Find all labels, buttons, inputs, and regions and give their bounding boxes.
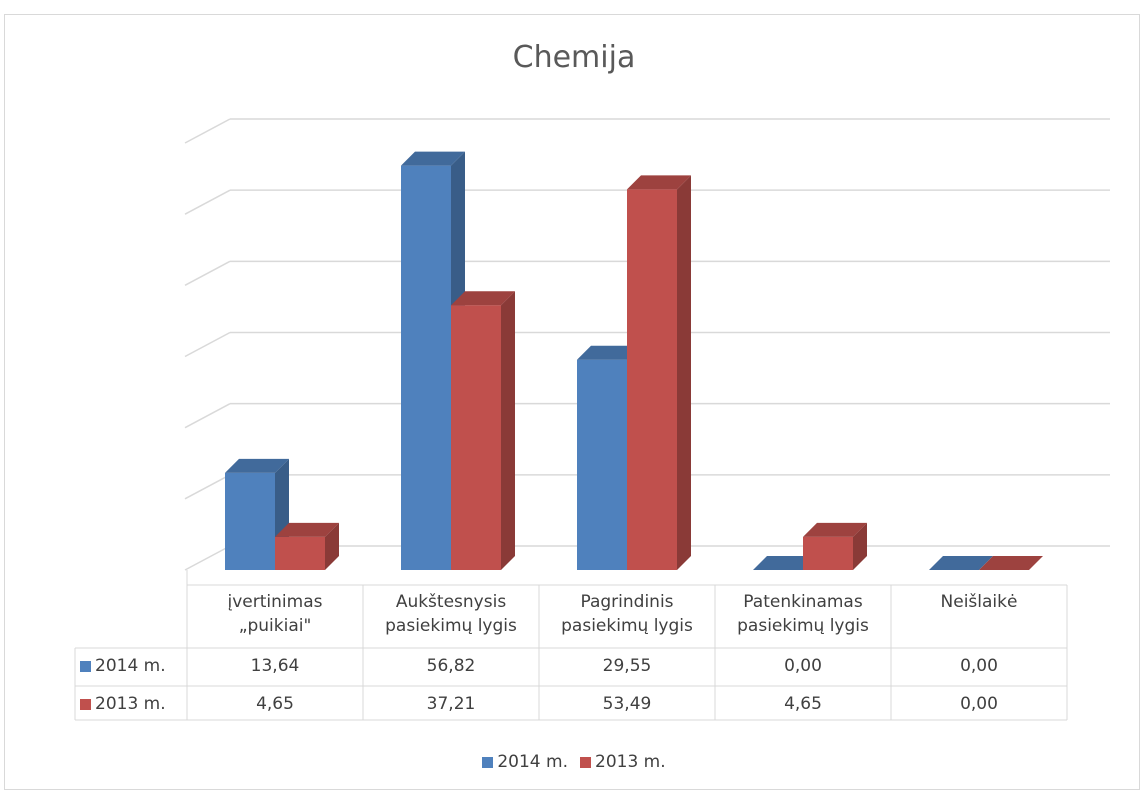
bar	[225, 472, 275, 570]
series-name: 2013 m.	[80, 688, 166, 720]
series-swatch	[80, 699, 91, 710]
legend-swatch	[580, 757, 591, 768]
legend-item: 2013 m.	[580, 752, 666, 772]
bar	[577, 359, 627, 570]
table-value: 4,65	[256, 694, 294, 714]
table-value: 29,55	[602, 656, 652, 676]
gridline-side	[184, 331, 231, 358]
table-value: 37,21	[426, 694, 476, 714]
bar-top	[451, 291, 515, 306]
series-label: 2014 m.	[95, 656, 166, 676]
category-label: Patenkinamas pasiekimų lygis	[737, 592, 869, 636]
bar-side	[677, 175, 691, 570]
gridline-side	[184, 189, 231, 215]
bar-side	[501, 291, 515, 570]
bar	[627, 189, 677, 570]
gridline-side	[184, 545, 231, 571]
table-value: 53,49	[602, 694, 652, 714]
bar	[803, 536, 853, 570]
bar-top	[627, 175, 691, 190]
legend-label: 2014 m.	[497, 752, 568, 772]
chart-area	[4, 14, 1140, 790]
table-value: 4,65	[784, 694, 822, 714]
category-label: Neišlaikė	[940, 592, 1018, 612]
gridline-side	[184, 118, 231, 144]
category-label: Pagrindinis pasiekimų lygis	[561, 592, 693, 636]
bar	[451, 305, 501, 570]
bar-side	[325, 522, 339, 570]
bar-top	[753, 556, 817, 570]
table-value: 56,82	[426, 656, 476, 676]
table-value: 13,64	[250, 656, 300, 676]
bar-top	[577, 345, 641, 360]
legend-swatch	[482, 757, 494, 768]
category-label: Aukštesnysis pasiekimų lygis	[385, 592, 517, 636]
table-value: 0,00	[960, 656, 998, 676]
chart-title: Chemija	[512, 40, 636, 75]
legend-item: 2014 m.	[482, 752, 568, 772]
bar-top	[275, 522, 339, 537]
table-value: 0,00	[784, 656, 822, 676]
bar-top	[979, 556, 1043, 570]
legend-label: 2013 m.	[595, 752, 666, 772]
series-name: 2014 m.	[80, 650, 166, 682]
legend: 2014 m. 2013 m.	[0, 752, 1148, 772]
bar-top	[401, 151, 465, 166]
gridline-side	[184, 403, 231, 429]
gridline-side	[184, 260, 231, 286]
series-label: 2013 m.	[95, 694, 166, 714]
series-swatch	[80, 661, 91, 672]
category-label: įvertinimas „puikiai"	[227, 592, 323, 636]
gridline-side	[184, 474, 231, 500]
table-value: 0,00	[960, 694, 998, 714]
bar-top	[225, 458, 289, 473]
bar	[275, 536, 325, 570]
bar-top	[803, 522, 867, 537]
bar-top	[929, 556, 993, 570]
bar	[401, 165, 451, 571]
bar-side	[853, 522, 867, 570]
